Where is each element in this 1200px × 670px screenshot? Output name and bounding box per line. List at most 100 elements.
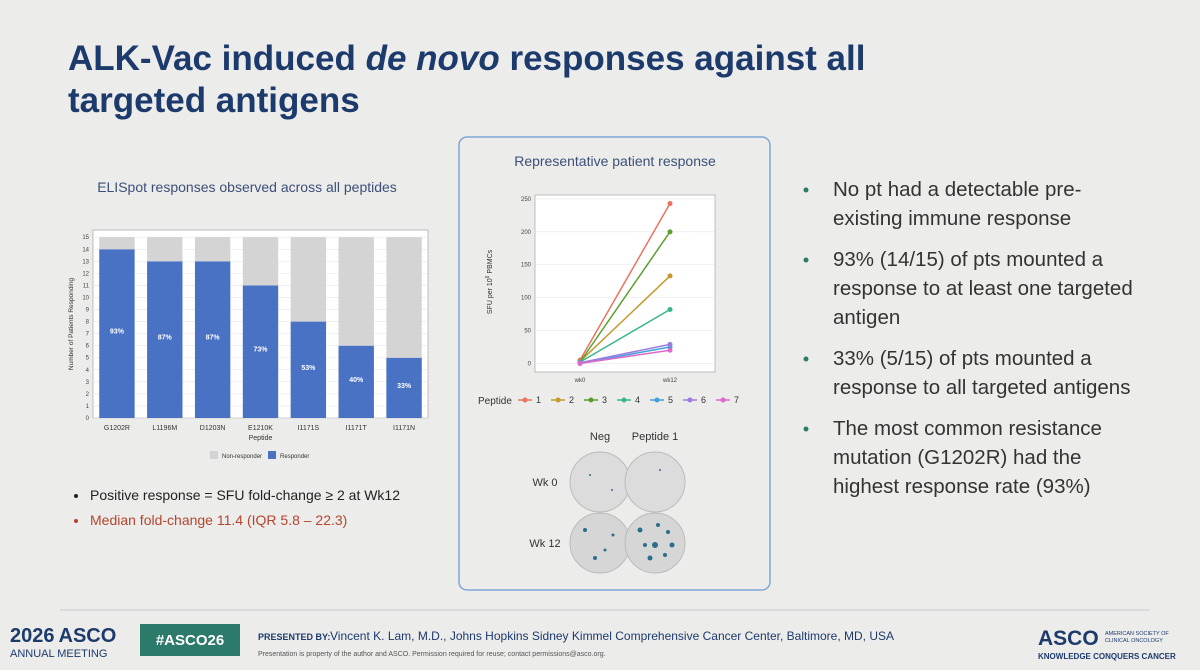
bar [194, 237, 231, 262]
hashtag: #ASCO26 [156, 632, 224, 649]
point [667, 201, 673, 207]
series-line [579, 231, 671, 363]
bullet-text: antigen [833, 306, 900, 329]
society-logo: ASCO [1038, 627, 1099, 650]
bullet-dot [803, 356, 809, 362]
well [569, 451, 631, 513]
x-tick-label: G1202R [104, 425, 130, 432]
bullet-text: Positive response = SFU fold-change ≥ 2 … [90, 487, 400, 503]
presenter: Vincent K. Lam, M.D., Johns Hopkins Sidn… [330, 629, 894, 643]
y-label-part: PBMCs [487, 249, 494, 275]
bullet-text: No pt had a detectable pre- [833, 178, 1081, 201]
well-row-label: Wk 12 [529, 538, 560, 550]
y-label-part: SFU per 10 [487, 278, 494, 314]
y-tick-label: 4 [86, 368, 90, 374]
bullet-text: Median fold-change 11.4 (IQR 5.8 – 22.3) [90, 512, 347, 528]
bar [338, 345, 374, 418]
y-tick-label: 14 [82, 247, 89, 253]
meeting-logo: 2026 ASCO [10, 625, 116, 647]
x-tick-label: L1196M [152, 425, 177, 432]
bullet-dot [74, 519, 78, 523]
legend-swatch [621, 397, 627, 403]
bullet-text: 93% (14/15) of pts mounted a [833, 248, 1104, 271]
legend-label: Responder [280, 454, 309, 460]
y-label-part: 6 [485, 275, 491, 278]
y-tick-label: 0 [86, 416, 90, 422]
point [577, 360, 583, 366]
y-tick-label: 10 [82, 295, 89, 301]
title-part: responses against all [500, 39, 866, 78]
society-name: CLINICAL ONCOLOGY [1105, 638, 1163, 644]
x-tick-label: D1203N [200, 425, 226, 432]
point [667, 273, 673, 279]
y-tick-label: 100 [521, 296, 532, 302]
well [624, 451, 686, 513]
y-tick-label: 2 [86, 392, 90, 398]
y-tick-label: 13 [82, 259, 89, 265]
point [667, 306, 673, 312]
y-tick-label: 9 [86, 308, 90, 314]
y-tick-label: 200 [521, 230, 532, 236]
title-part: ALK-Vac induced [68, 39, 366, 78]
y-axis-label: Number of Patients Responding [68, 278, 75, 371]
bar [242, 237, 279, 286]
bar-label: 93% [110, 329, 125, 336]
bar-label: 87% [158, 335, 173, 342]
bar-label: 87% [206, 335, 221, 342]
bar-label: 40% [349, 377, 364, 384]
title: targeted antigens [68, 81, 360, 120]
wells [569, 451, 686, 574]
bullet-text: response to at least one targeted [833, 277, 1133, 300]
y-tick-label: 0 [528, 361, 532, 367]
bar [99, 249, 135, 418]
bar [290, 237, 327, 322]
y-axis-label: SFU per 106 PBMCs [485, 249, 494, 314]
legend-swatch [522, 397, 528, 403]
y-tick-label: 7 [86, 332, 90, 338]
y-tick-label: 6 [86, 344, 90, 350]
society-name: AMERICAN SOCIETY OF [1105, 631, 1169, 637]
panel [458, 136, 771, 591]
legend-label: 2 [569, 395, 574, 405]
bar-label: 73% [253, 347, 268, 354]
point [667, 347, 673, 353]
series-line [579, 349, 671, 365]
bar [147, 261, 183, 418]
y-tick-label: 12 [82, 271, 89, 277]
y-tick-label: 8 [86, 320, 90, 326]
legend-label: 5 [668, 395, 673, 405]
legend-label: 1 [536, 395, 541, 405]
plot-area [534, 194, 716, 373]
bar [386, 357, 422, 418]
legend-label: 7 [734, 395, 739, 405]
series-line [579, 203, 671, 361]
hashtag-box [140, 624, 240, 656]
bullet-text: response to all targeted antigens [833, 376, 1130, 399]
tagline: KNOWLEDGE CONQUERS CANCER [1038, 652, 1176, 661]
series-line [579, 308, 671, 363]
y-tick-label: 15 [82, 235, 89, 241]
x-tick-label: wk12 [662, 378, 678, 384]
x-tick-label: wk0 [574, 378, 586, 384]
bar [386, 237, 422, 358]
y-tick-label: 3 [86, 380, 90, 386]
x-axis-label: Peptide [249, 435, 273, 442]
point [667, 229, 673, 235]
legend-label: 6 [701, 395, 706, 405]
bullet-dot [803, 426, 809, 432]
legend-title: Peptide [478, 396, 512, 407]
bullet-text: The most common resistance [833, 417, 1102, 440]
legend-swatch [210, 451, 218, 459]
legend-label: 4 [635, 395, 640, 405]
legend-label: 3 [602, 395, 607, 405]
bullet-text: highest response rate (93%) [833, 475, 1091, 498]
series-line [579, 343, 671, 364]
legend-swatch [555, 397, 561, 403]
y-tick-label: 1 [86, 404, 90, 410]
bar-label: 33% [397, 383, 412, 390]
bullet-dot [803, 187, 809, 193]
well-column-label: Neg [590, 431, 610, 443]
bar [242, 285, 279, 418]
